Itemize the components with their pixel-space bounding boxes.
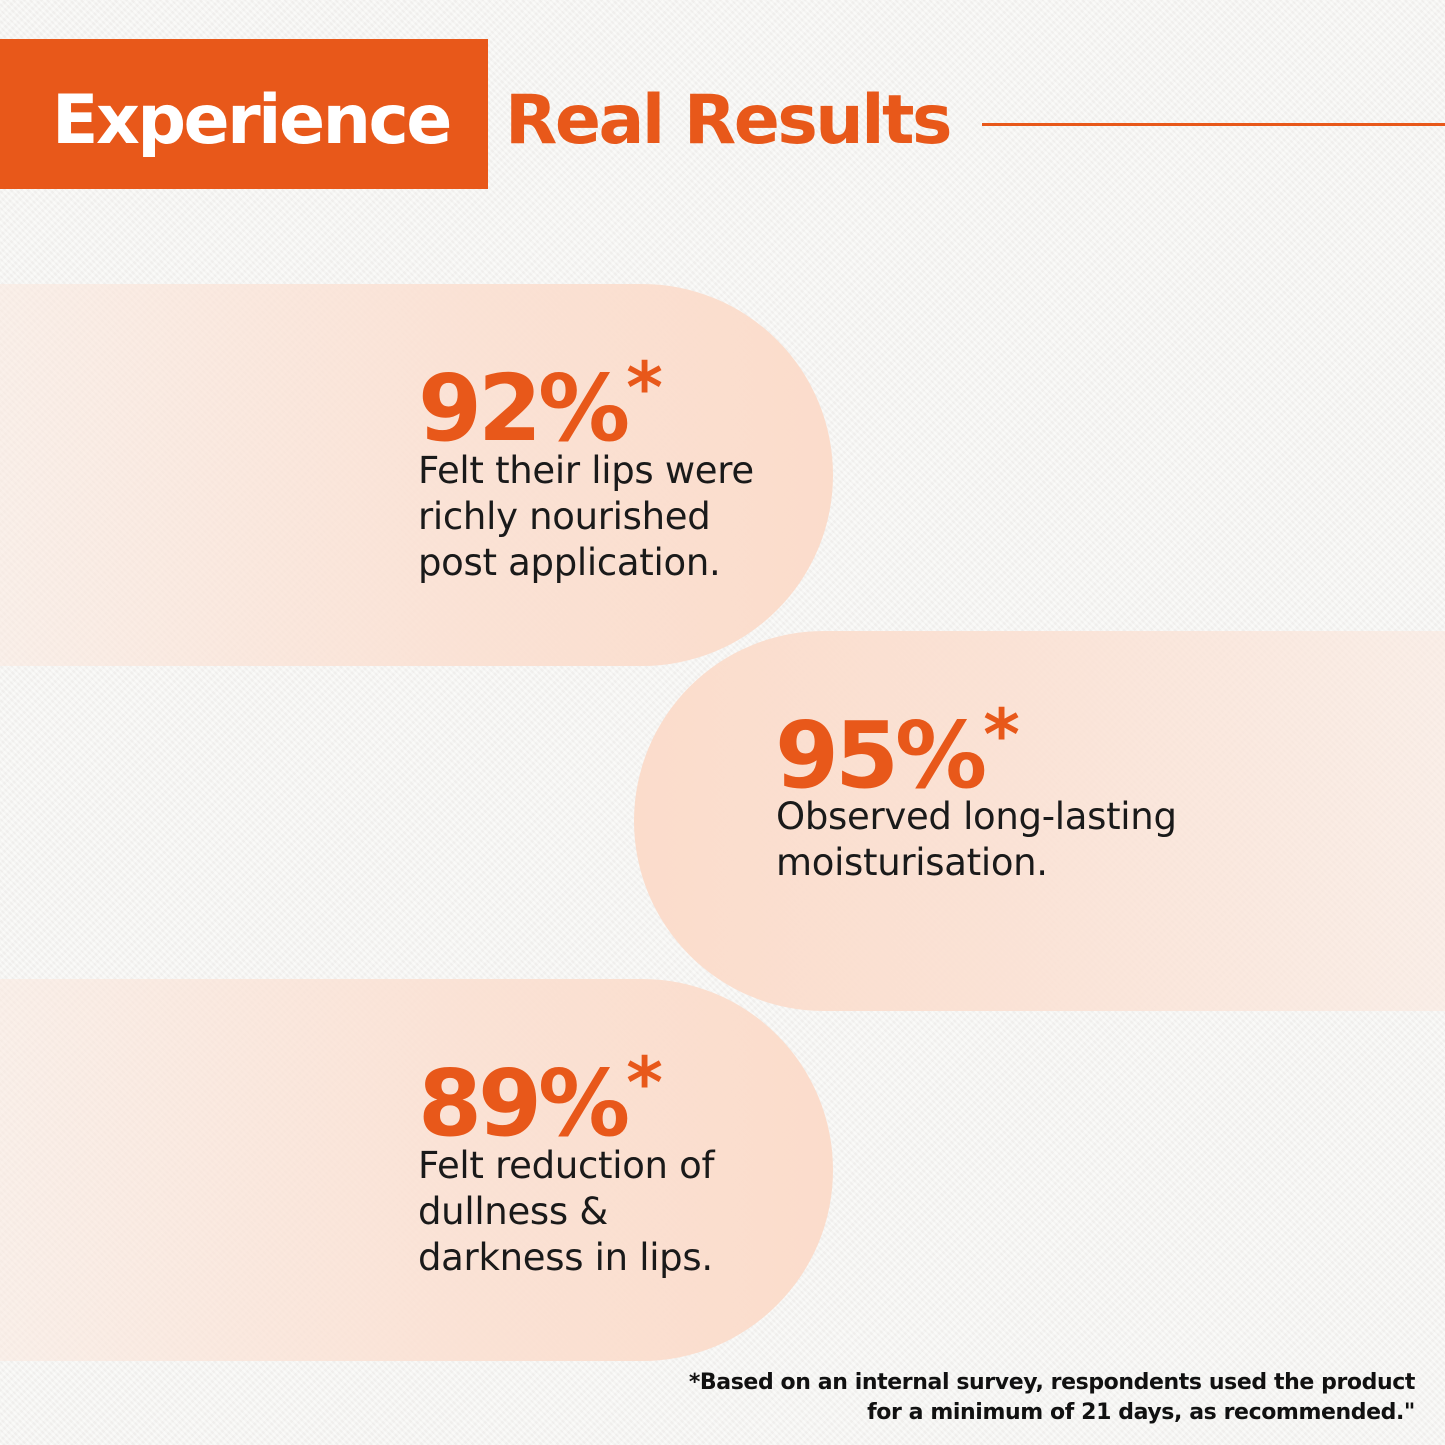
- header-highlight-word: Experience: [52, 81, 452, 160]
- stat-2-asterisk: *: [983, 694, 1020, 776]
- stat-3-percent: 89%: [418, 1050, 630, 1157]
- header-title-rest: Real Results: [505, 81, 953, 160]
- stat-1-asterisk: *: [626, 347, 663, 429]
- stat-2-value: 95%*: [775, 685, 1020, 806]
- header-divider-line: [982, 123, 1445, 126]
- stat-3-asterisk: *: [626, 1042, 663, 1124]
- stat-2-description: Observed long-lasting moisturisation.: [776, 795, 1177, 884]
- stat-3-description: Felt reduction of dullness & darkness in…: [418, 1144, 715, 1279]
- stat-card-1-background: [0, 284, 833, 666]
- stat-2-percent: 95%: [775, 702, 987, 809]
- survey-footnote: *Based on an internal survey, respondent…: [688, 1370, 1416, 1425]
- stat-1-description: Felt their lips were richly nourished po…: [418, 449, 754, 584]
- stat-1-percent: 92%: [418, 355, 630, 462]
- stat-1-value: 92%*: [418, 338, 663, 459]
- stat-card-2-background: [634, 631, 1445, 1011]
- stat-3-value: 89%*: [418, 1033, 663, 1154]
- stat-card-3-background: [0, 979, 833, 1361]
- header-highlight-box: [0, 39, 488, 189]
